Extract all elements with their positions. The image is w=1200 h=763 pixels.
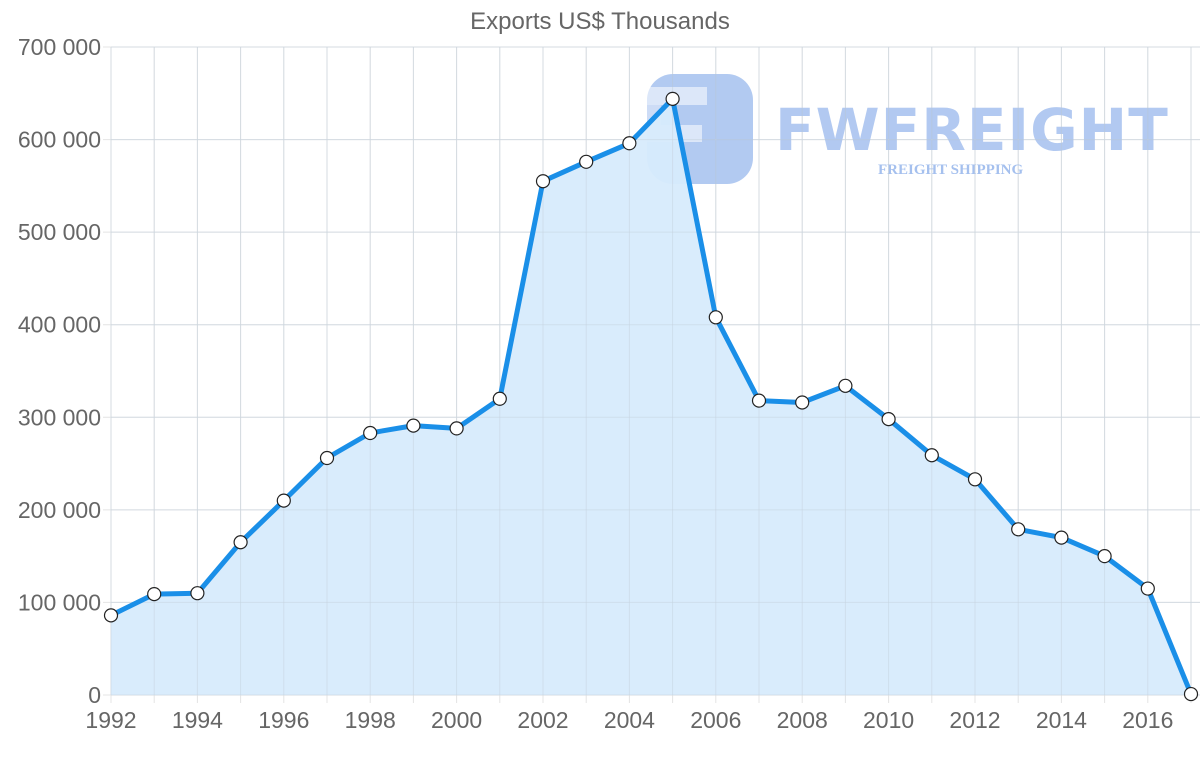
data-point-1996[interactable] xyxy=(276,493,291,508)
data-point-2006[interactable] xyxy=(708,310,723,325)
data-point-1998[interactable] xyxy=(363,425,378,441)
data-point-2010[interactable] xyxy=(881,412,896,427)
area-fill xyxy=(111,98,1191,696)
y-tick-label: 200 000 xyxy=(18,497,101,523)
data-point-1999[interactable] xyxy=(406,418,421,433)
data-point-2001[interactable] xyxy=(492,391,507,406)
x-tick-label: 2006 xyxy=(690,707,741,733)
data-point-2016[interactable] xyxy=(1140,581,1155,596)
y-tick-label: 400 000 xyxy=(18,312,101,338)
y-tick-label: 500 000 xyxy=(18,219,101,245)
x-tick-label: 2016 xyxy=(1122,707,1173,733)
chart-title: Exports US$ Thousands xyxy=(470,8,730,35)
data-point-2007[interactable] xyxy=(751,393,767,408)
data-point-2003[interactable] xyxy=(579,154,594,169)
data-point-1994[interactable] xyxy=(190,586,205,601)
watermark-tagline: FREIGHT SHIPPING xyxy=(878,162,1023,178)
x-tick-label: 2002 xyxy=(517,707,568,733)
data-point-2008[interactable] xyxy=(795,395,810,410)
data-point-2009[interactable] xyxy=(838,378,853,393)
data-point-2017[interactable] xyxy=(1183,686,1199,702)
data-point-2000[interactable] xyxy=(449,421,464,436)
data-point-2004[interactable] xyxy=(622,136,637,151)
x-axis-ticks: 1992 1994 1996 1998 2000 2002 2004 2006 2008 2010… xyxy=(85,707,1173,733)
x-tick-label: 2010 xyxy=(863,707,914,733)
x-tick-label: 1992 xyxy=(85,707,136,733)
data-points xyxy=(103,91,1199,702)
x-tick-label: 2014 xyxy=(1036,707,1087,733)
x-tick-label: 2012 xyxy=(949,707,1000,733)
data-point-1997[interactable] xyxy=(319,450,335,466)
x-tick-label: 1998 xyxy=(345,707,396,733)
data-point-2013[interactable] xyxy=(1011,522,1026,537)
x-tick-label: 1994 xyxy=(172,707,223,733)
x-tick-label: 2008 xyxy=(777,707,828,733)
y-tick-label: 300 000 xyxy=(18,404,101,430)
data-point-2011[interactable] xyxy=(924,448,939,463)
data-point-2005[interactable] xyxy=(665,91,680,106)
y-tick-label: 0 xyxy=(88,682,101,708)
data-point-2012[interactable] xyxy=(967,472,983,487)
gridlines-overlay xyxy=(110,46,1200,696)
data-point-2002[interactable] xyxy=(535,174,551,189)
y-tick-label: 700 000 xyxy=(18,34,101,60)
y-tick-label: 100 000 xyxy=(18,589,101,615)
x-tick-label: 1996 xyxy=(258,707,309,733)
data-point-2015[interactable] xyxy=(1097,549,1112,564)
data-point-1992[interactable] xyxy=(103,608,119,623)
x-tick-label: 2000 xyxy=(431,707,482,733)
x-tick-label: 2004 xyxy=(604,707,655,733)
watermark-brand: FWFREIGHT xyxy=(775,96,1169,164)
series-line xyxy=(109,96,1194,696)
data-point-2014[interactable] xyxy=(1054,530,1069,545)
y-axis-ticks: 0 100 000 200 000 300 000 400 000 500 000 600 … xyxy=(18,34,101,708)
data-point-1993[interactable] xyxy=(147,586,162,602)
watermark-logo: FWFREIGHT FREIGHT SHIPPING xyxy=(647,74,1169,184)
y-tick-label: 600 000 xyxy=(18,127,101,153)
data-point-1995[interactable] xyxy=(233,535,248,550)
